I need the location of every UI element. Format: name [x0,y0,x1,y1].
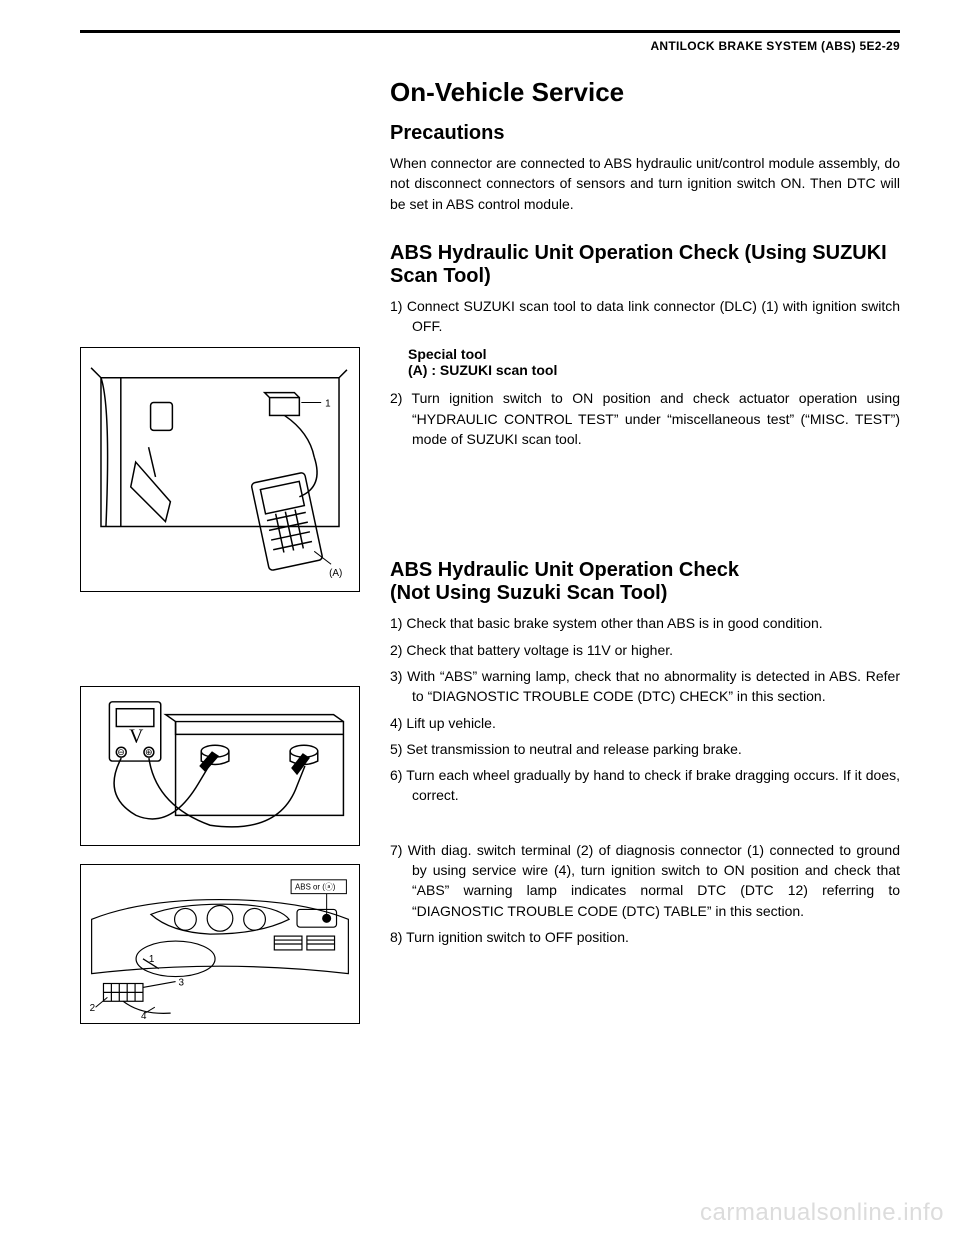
content-row: 1 (A) [80,77,900,1042]
page: ANTILOCK BRAKE SYSTEM (ABS) 5E2-29 [0,0,960,1235]
figure-scan-tool: 1 (A) [80,347,360,592]
special-tool-value: (A) : SUZUKI scan tool [408,362,900,378]
precautions-body: When connector are connected to ABS hydr… [390,153,900,214]
callout-1: 1 [325,399,331,410]
voltmeter-drawing: V ⊖ ⊕ [81,687,359,845]
noscan-step-1: 1) Check that basic brake system other t… [390,613,900,633]
heading-opcheck-scan: ABS Hydraulic Unit Operation Check (Usin… [390,242,900,288]
page-title: On-Vehicle Service [390,77,900,108]
special-tool-label: Special tool [408,346,900,362]
watermark: carmanualsonline.info [700,1199,944,1227]
plus-icon: ⊕ [145,747,152,757]
spacer [80,610,360,686]
header-rule [80,30,900,33]
spacer [80,77,360,347]
heading-opcheck-noscan-l1: ABS Hydraulic Unit Operation Check [390,559,900,582]
figure-column: 1 (A) [80,77,380,1042]
callout-2: 2 [90,1003,95,1014]
noscan-step-3: 3) With “ABS” warning lamp, check that n… [390,666,900,707]
abs-badge: ABS or (ⓐ) [295,883,336,892]
scan-step-1: 1) Connect SUZUKI scan tool to data link… [390,296,900,337]
scan-step-2: 2) Turn ignition switch to ON position a… [390,388,900,449]
text-column: On-Vehicle Service Precautions When conn… [380,77,900,1042]
heading-opcheck-noscan-l2: (Not Using Suzuki Scan Tool) [390,582,900,605]
figure-voltmeter: V ⊖ ⊕ [80,686,360,846]
minus-icon: ⊖ [117,747,124,757]
noscan-step-7: 7) With diag. switch terminal (2) of dia… [390,840,900,921]
scan-tool-drawing: 1 (A) [81,348,359,591]
callout-a: (A) [329,568,342,579]
heading-precautions: Precautions [390,122,900,145]
noscan-step-4: 4) Lift up vehicle. [390,713,900,733]
voltmeter-v: V [129,725,144,747]
dashboard-drawing: ABS or (ⓐ) 1 2 3 4 [81,865,359,1023]
callout-1: 1 [149,954,154,965]
noscan-step-8: 8) Turn ignition switch to OFF position. [390,927,900,947]
noscan-step-6: 6) Turn each wheel gradually by hand to … [390,765,900,806]
noscan-step-5: 5) Set transmission to neutral and relea… [390,739,900,759]
page-header: ANTILOCK BRAKE SYSTEM (ABS) 5E2-29 [80,39,900,53]
callout-3: 3 [179,977,185,988]
noscan-step-2: 2) Check that battery voltage is 11V or … [390,640,900,660]
figure-dashboard: ABS or (ⓐ) 1 2 3 4 [80,864,360,1024]
